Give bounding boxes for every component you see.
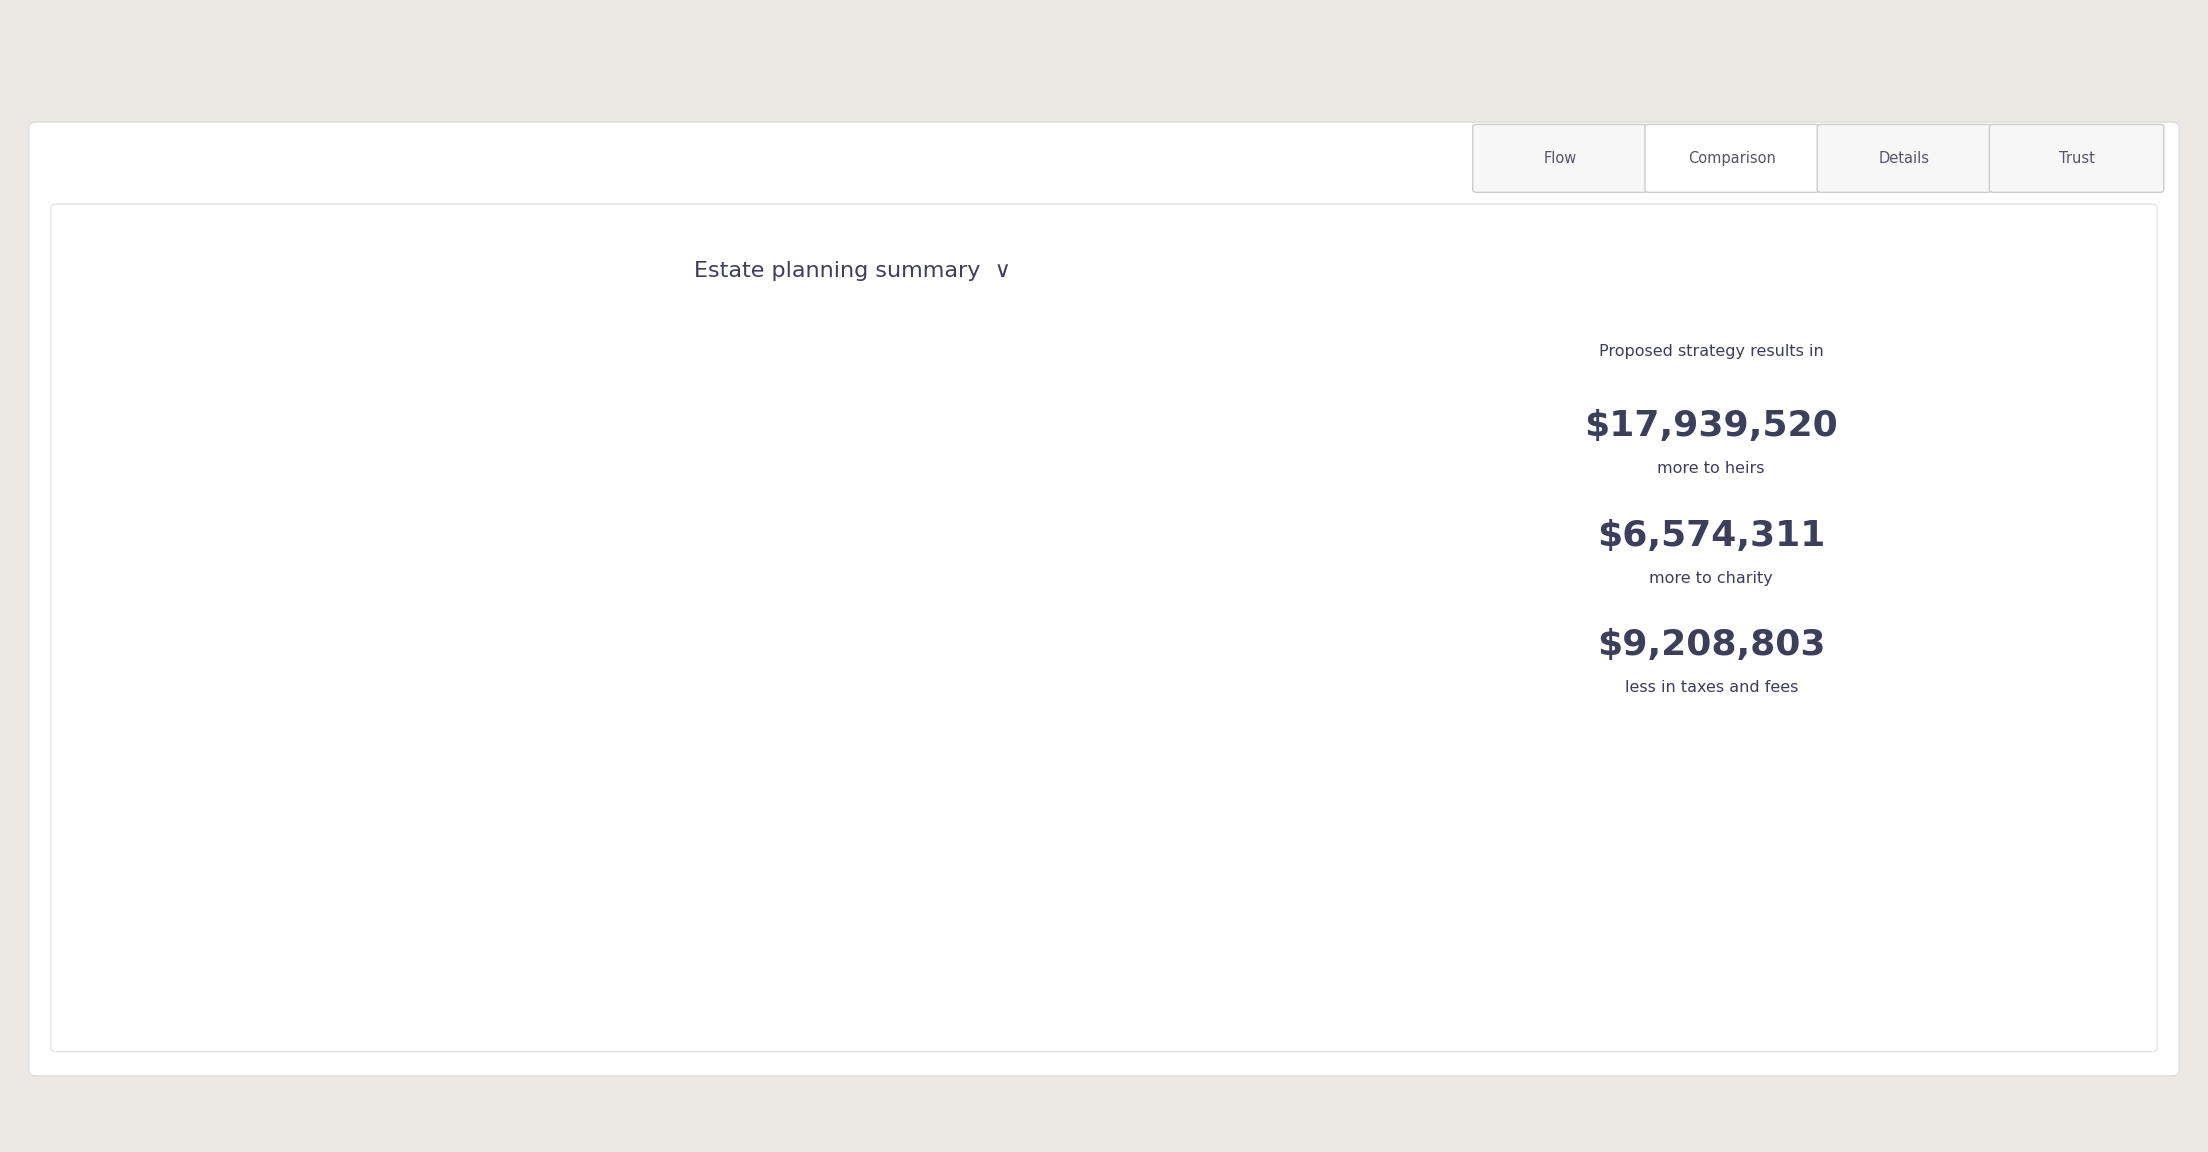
Text: $17,939,520: $17,939,520 bbox=[1585, 409, 1837, 444]
Bar bbox=[1100, 885, 1188, 968]
Text: Comparison: Comparison bbox=[1689, 151, 1775, 166]
Bar bbox=[603, 904, 691, 968]
Text: Trust: Trust bbox=[2058, 151, 2095, 166]
Bar bbox=[192, 460, 280, 968]
Text: $6,574,311: $6,574,311 bbox=[1596, 518, 1826, 553]
Text: Estate planning summary  ∨: Estate planning summary ∨ bbox=[693, 260, 1011, 281]
Legend: Proposed, Current: Proposed, Current bbox=[627, 1059, 808, 1074]
Text: Proposed strategy results in: Proposed strategy results in bbox=[1599, 343, 1824, 359]
Text: Details: Details bbox=[1879, 151, 1930, 166]
Text: less in taxes and fees: less in taxes and fees bbox=[1625, 680, 1797, 696]
Text: more to heirs: more to heirs bbox=[1658, 461, 1764, 477]
Text: $9,208,803: $9,208,803 bbox=[1596, 628, 1826, 662]
Bar bbox=[280, 626, 369, 968]
Text: more to charity: more to charity bbox=[1649, 570, 1773, 586]
Text: Flow: Flow bbox=[1543, 151, 1577, 166]
